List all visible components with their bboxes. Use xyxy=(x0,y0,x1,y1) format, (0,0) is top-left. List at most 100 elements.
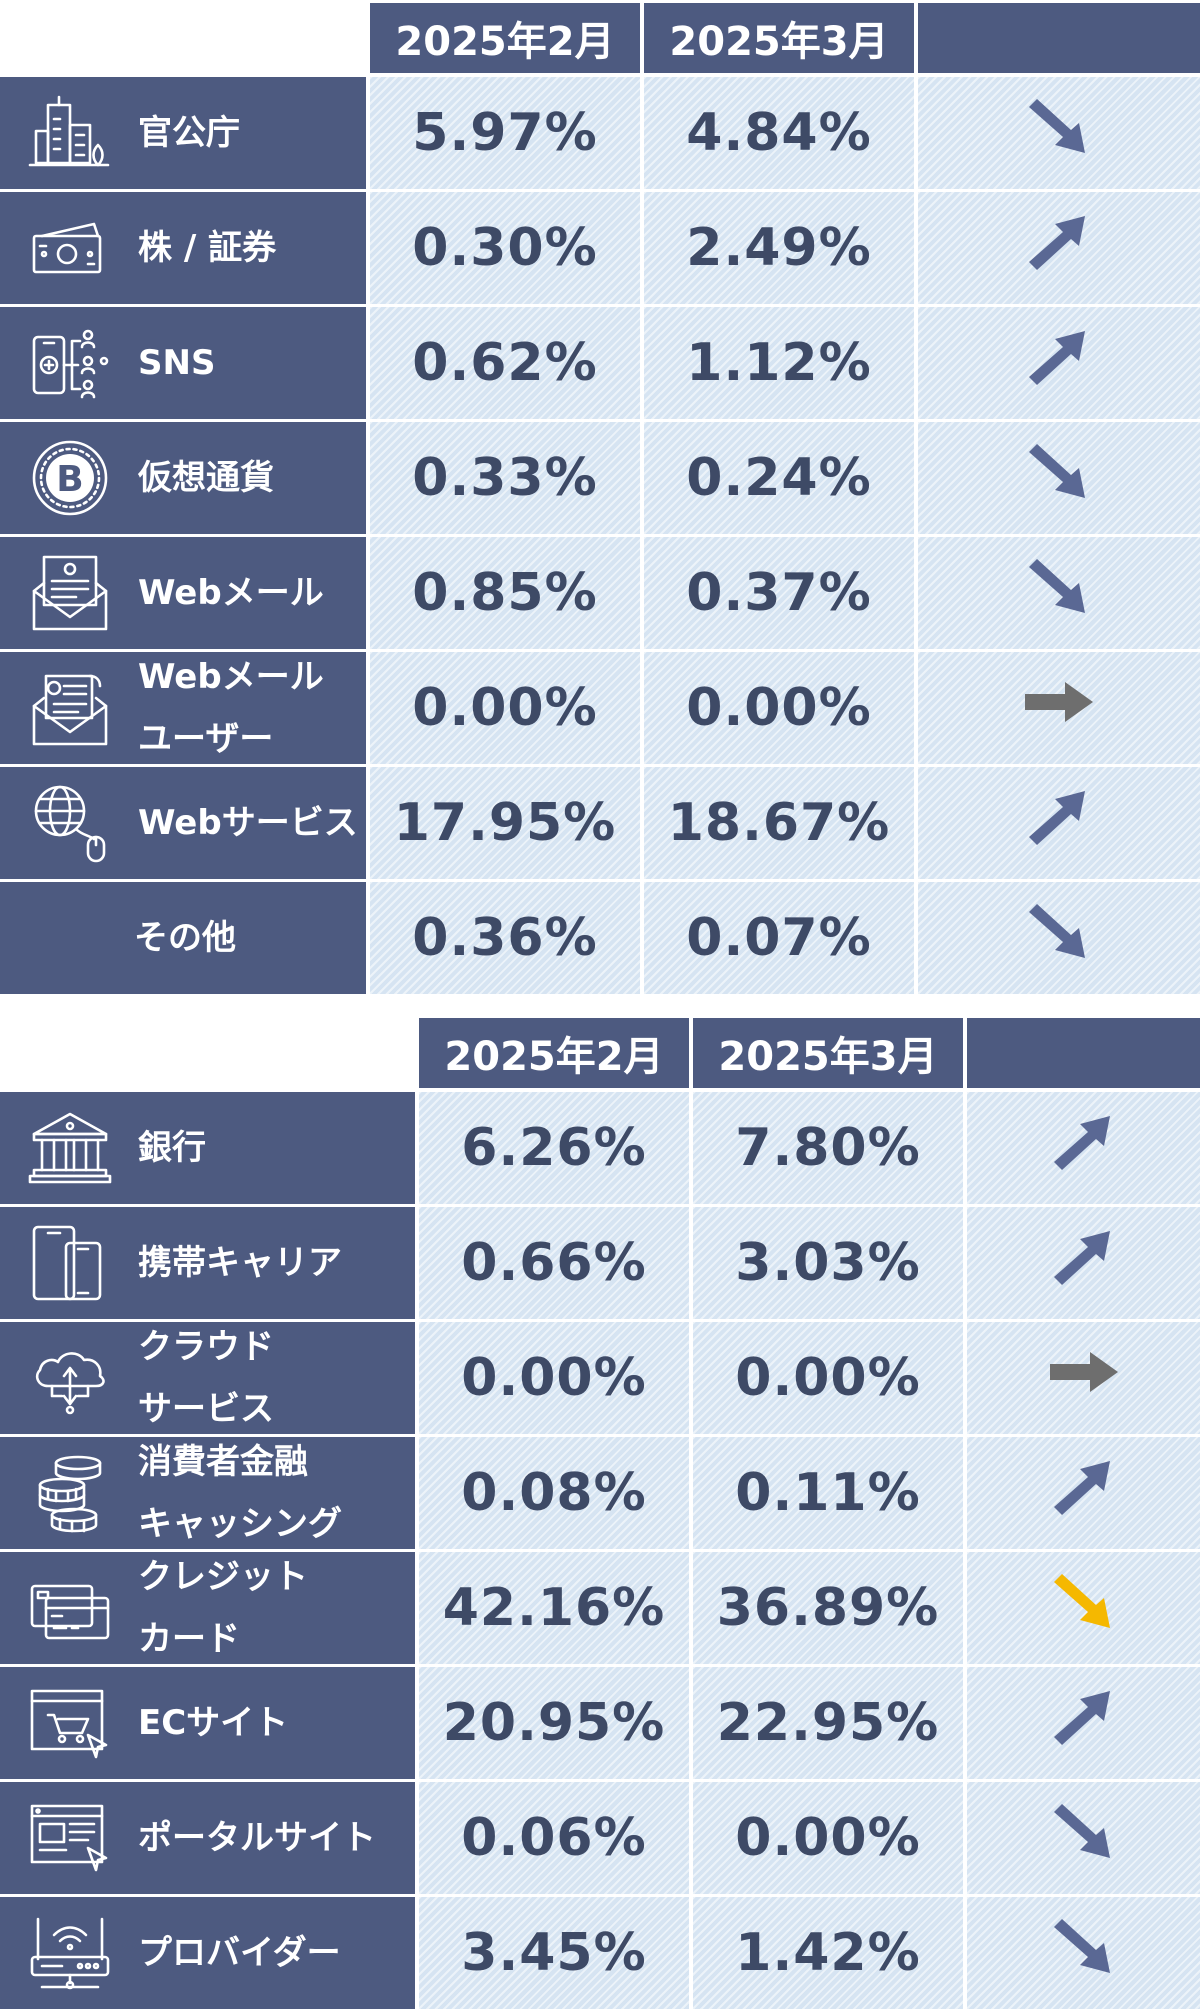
trend-down-arrow-icon xyxy=(1019,892,1099,985)
email-letter-icon xyxy=(28,551,112,635)
row-label-text: Webメール xyxy=(138,537,324,649)
email-user-icon xyxy=(28,666,112,750)
value-mar: 0.24% xyxy=(644,422,914,534)
trend-up-arrow-icon xyxy=(1044,1447,1124,1540)
row-label-line: 株 / 証券 xyxy=(138,228,277,268)
trend-cell xyxy=(918,422,1200,534)
table-row: プロバイダー 3.45% 1.42% xyxy=(0,1897,1200,2009)
table-row: 株 / 証券 0.30% 2.49% xyxy=(0,192,1200,304)
row-label-line: ポータルサイト xyxy=(138,1818,376,1858)
trend-up-arrow-icon xyxy=(1019,202,1099,295)
trend-cell xyxy=(967,1207,1200,1319)
svg-text:B: B xyxy=(56,459,83,500)
value-feb: 0.62% xyxy=(370,307,640,419)
credit-card-icon xyxy=(28,1566,112,1650)
trend-cell xyxy=(967,1552,1200,1664)
value-mar: 3.03% xyxy=(693,1207,963,1319)
trend-cell xyxy=(967,1667,1200,1779)
trend-cell xyxy=(967,1897,1200,2009)
table-row: B 仮想通貨 0.33% 0.24% xyxy=(0,422,1200,534)
row-label: Webメール ユーザー xyxy=(0,652,366,764)
trend-column-header xyxy=(967,1018,1200,1088)
row-label: 官公庁 xyxy=(0,77,366,189)
row-label-text: 消費者金融 キャッシング xyxy=(138,1437,342,1549)
table-row: SNS 0.62% 1.12% xyxy=(0,307,1200,419)
value-mar: 0.00% xyxy=(693,1322,963,1434)
table-2: 2025年2月 2025年3月 銀行 6.26% 7.80% 携帯キャリア 0.66% 3.0… xyxy=(0,1018,1200,2012)
trend-cell xyxy=(918,882,1200,994)
trend-down-arrow-icon xyxy=(1019,87,1099,180)
row-label-line: ECサイト xyxy=(138,1703,289,1743)
trend-down-highlight-arrow-icon xyxy=(1044,1562,1124,1655)
table-row: 消費者金融 キャッシング 0.08% 0.11% xyxy=(0,1437,1200,1549)
row-label: 銀行 xyxy=(0,1092,415,1204)
table-row: Webメール 0.85% 0.37% xyxy=(0,537,1200,649)
row-label-text: 株 / 証券 xyxy=(138,192,276,304)
value-mar: 1.12% xyxy=(644,307,914,419)
value-feb: 5.97% xyxy=(370,77,640,189)
trend-cell xyxy=(918,192,1200,304)
row-label-line: その他 xyxy=(134,918,236,958)
value-feb: 0.30% xyxy=(370,192,640,304)
table-row: Webサービス 17.95% 18.67% xyxy=(0,767,1200,879)
row-label: クレジット カード xyxy=(0,1552,415,1664)
table-row: その他 0.36% 0.07% xyxy=(0,882,1200,994)
value-feb: 0.36% xyxy=(370,882,640,994)
value-feb: 0.33% xyxy=(370,422,640,534)
row-label-line: 仮想通貨 xyxy=(138,458,274,498)
trend-up-arrow-icon xyxy=(1044,1217,1124,1310)
row-label-text: プロバイダー xyxy=(138,1897,341,2009)
value-feb: 0.00% xyxy=(419,1322,689,1434)
trend-down-arrow-icon xyxy=(1019,432,1099,525)
trend-up-arrow-icon xyxy=(1019,777,1099,870)
table-row: 銀行 6.26% 7.80% xyxy=(0,1092,1200,1204)
table-row: クラウド サービス 0.00% 0.00% xyxy=(0,1322,1200,1434)
table-row: Webメール ユーザー 0.00% 0.00% xyxy=(0,652,1200,764)
value-feb: 6.26% xyxy=(419,1092,689,1204)
trend-flat-arrow-icon xyxy=(1044,1332,1124,1425)
shopping-cart-icon xyxy=(28,1681,112,1765)
row-label-line: カード xyxy=(138,1619,240,1659)
row-label-text: その他 xyxy=(134,882,236,994)
row-label: ポータルサイト xyxy=(0,1782,415,1894)
value-mar: 2.49% xyxy=(644,192,914,304)
value-mar: 0.00% xyxy=(644,652,914,764)
value-mar: 0.07% xyxy=(644,882,914,994)
table-row: 携帯キャリア 0.66% 3.03% xyxy=(0,1207,1200,1319)
trend-down-arrow-icon xyxy=(1044,1907,1124,2000)
row-label: その他 xyxy=(0,882,366,994)
trend-cell xyxy=(967,1782,1200,1894)
trend-up-arrow-icon xyxy=(1044,1677,1124,1770)
trend-up-arrow-icon xyxy=(1044,1102,1124,1195)
table-row: ECサイト 20.95% 22.95% xyxy=(0,1667,1200,1779)
row-label-line: サービス xyxy=(138,1389,274,1429)
row-label: 株 / 証券 xyxy=(0,192,366,304)
column-header: 2025年3月 xyxy=(693,1018,963,1088)
row-label: Webメール xyxy=(0,537,366,649)
row-label-text: 仮想通貨 xyxy=(138,422,274,534)
row-label: クラウド サービス xyxy=(0,1322,415,1434)
trend-cell xyxy=(967,1092,1200,1204)
trend-cell xyxy=(918,307,1200,419)
bank-icon xyxy=(28,1106,112,1190)
value-feb: 0.00% xyxy=(370,652,640,764)
coin-stack-icon xyxy=(28,1451,112,1535)
router-icon xyxy=(28,1911,112,1995)
row-label-text: SNS xyxy=(138,307,215,419)
row-label-text: クレジット カード xyxy=(138,1552,308,1664)
value-mar: 1.42% xyxy=(693,1897,963,2009)
row-label-line: キャッシング xyxy=(138,1504,342,1544)
bitcoin-icon: B xyxy=(28,436,112,520)
table-row: 官公庁 5.97% 4.84% xyxy=(0,77,1200,189)
government-building-icon xyxy=(28,91,112,175)
row-label-text: 携帯キャリア xyxy=(138,1207,342,1319)
row-label-line: クレジット xyxy=(138,1557,308,1597)
banknote-icon xyxy=(28,206,112,290)
globe-mouse-icon xyxy=(28,781,112,865)
row-label-line: Webサービス xyxy=(138,803,358,843)
cloud-icon xyxy=(28,1336,112,1420)
row-label: B 仮想通貨 xyxy=(0,422,366,534)
value-mar: 7.80% xyxy=(693,1092,963,1204)
trend-cell xyxy=(918,652,1200,764)
row-label-text: Webサービス xyxy=(138,767,358,879)
